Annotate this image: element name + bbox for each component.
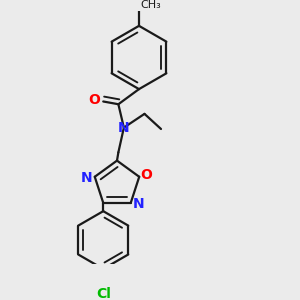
Text: O: O xyxy=(140,168,152,182)
Text: CH₃: CH₃ xyxy=(140,0,161,10)
Text: O: O xyxy=(88,93,100,107)
Text: Cl: Cl xyxy=(96,287,111,300)
Text: N: N xyxy=(133,197,144,211)
Text: N: N xyxy=(81,171,93,185)
Text: N: N xyxy=(118,121,130,135)
